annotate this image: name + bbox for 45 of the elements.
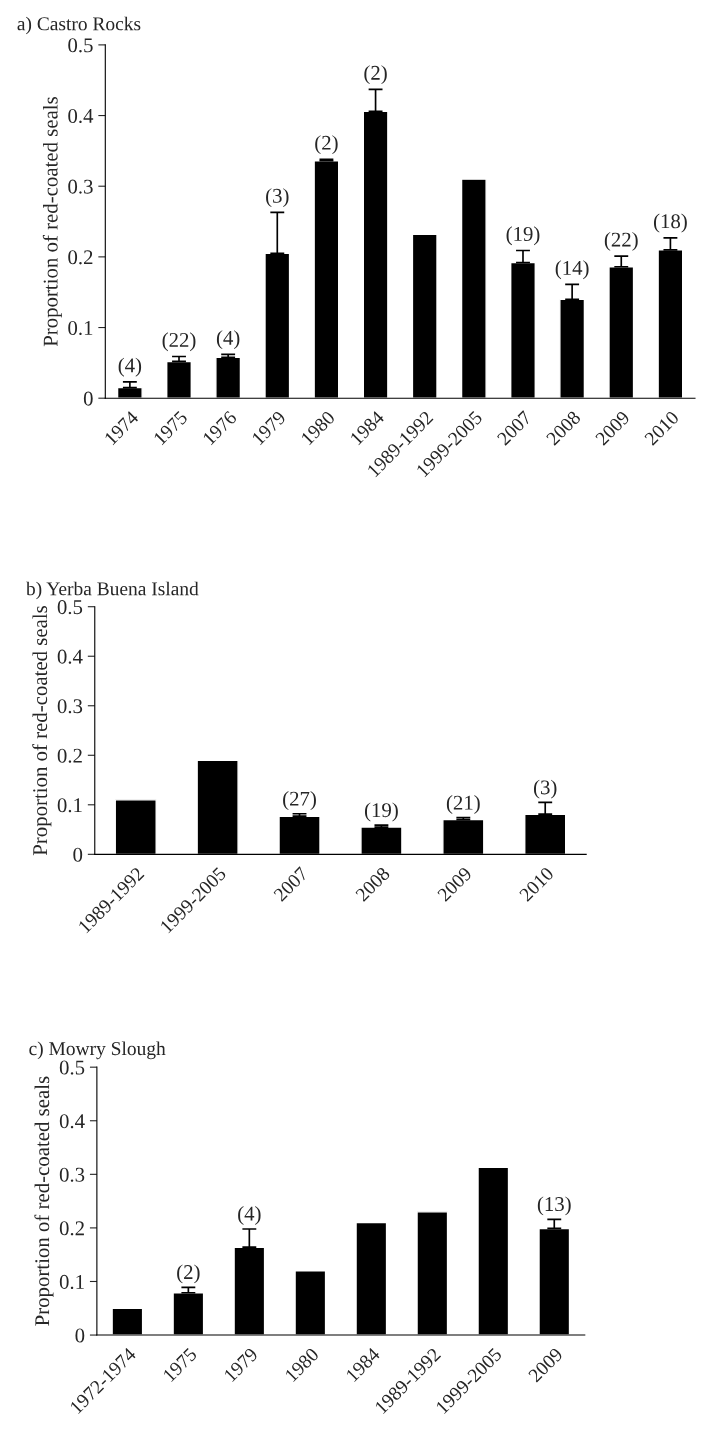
- y-tick-label: 0.4: [59, 1114, 85, 1129]
- chart-title: b) Yerba Buena Island: [25, 581, 199, 600]
- annotation: (18): [653, 213, 687, 233]
- chart-title: a) Castro Rocks: [17, 16, 141, 35]
- y-tick-label: 0.1: [59, 1274, 84, 1289]
- annotation: (27): [283, 791, 316, 810]
- annotation: (2): [364, 65, 387, 85]
- y-tick-label: 0.5: [68, 38, 93, 53]
- annotation: (22): [162, 332, 196, 352]
- annotation: (13): [537, 1196, 571, 1216]
- x-tick-label: 1979: [251, 410, 287, 446]
- y-tick-label: 0.1: [57, 798, 82, 813]
- y-tick-label: 0.2: [57, 748, 82, 763]
- chart-title: c) Mowry Slough: [29, 1041, 166, 1060]
- y-tick-label: 0.4: [57, 649, 83, 664]
- annotation: (19): [364, 802, 398, 822]
- annotation: (4): [216, 330, 240, 350]
- y-tick-label: 0: [73, 847, 83, 862]
- y-tick-label: 0.4: [68, 108, 94, 124]
- annotation: (22): [604, 231, 638, 251]
- x-tick-label: 1980: [300, 410, 336, 446]
- annotation: (19): [506, 226, 540, 246]
- y-axis-title: Proportion of red-coated seals: [42, 97, 62, 347]
- annotation: (3): [266, 188, 289, 208]
- y-axis-title: Proportion of red-coated seals: [34, 1076, 54, 1326]
- annotation: (14): [555, 260, 589, 280]
- annotation: (2): [177, 1264, 200, 1284]
- y-tick-label: 0.3: [57, 699, 83, 714]
- annotation: (4): [238, 1206, 261, 1225]
- annotation: (4): [118, 357, 142, 377]
- annotation: (3): [533, 779, 557, 799]
- x-tick-label: 1979: [223, 1347, 259, 1383]
- y-tick-label: 0.3: [68, 179, 93, 194]
- y-tick-label: 0.2: [59, 1221, 84, 1236]
- x-tick-label: 1980: [284, 1347, 320, 1383]
- annotation: (21): [446, 795, 480, 814]
- y-tick-label: 0.5: [59, 1060, 85, 1075]
- y-tick-label: 0.5: [57, 600, 83, 615]
- y-axis-title: Proportion of red-coated seals: [32, 606, 52, 856]
- y-tick-label: 0: [75, 1328, 85, 1343]
- y-tick-label: 0.2: [68, 250, 93, 265]
- annotation: (2): [315, 135, 338, 155]
- y-tick-label: 0.1: [68, 320, 93, 336]
- y-tick-label: 0.3: [59, 1167, 85, 1182]
- y-tick-label: 0: [83, 391, 93, 406]
